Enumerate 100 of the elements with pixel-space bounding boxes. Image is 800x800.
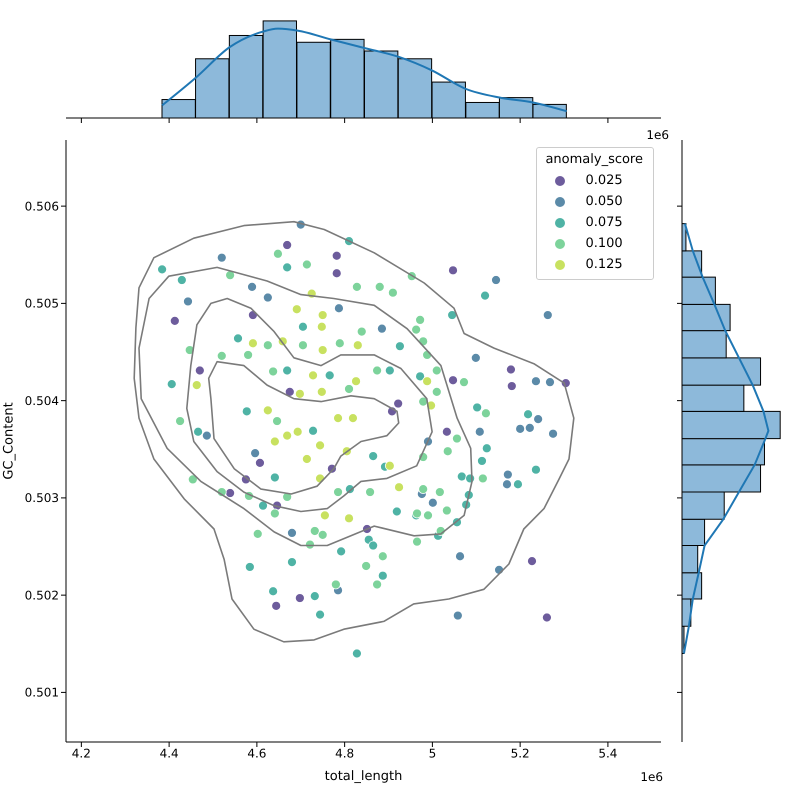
point	[316, 322, 327, 332]
point	[157, 264, 168, 274]
point	[302, 454, 312, 464]
point	[282, 366, 292, 376]
point	[243, 350, 254, 360]
x-tick-label: 4.8	[335, 746, 354, 761]
point	[271, 600, 282, 611]
point	[294, 388, 305, 399]
point	[393, 398, 404, 408]
point	[310, 591, 320, 602]
point	[258, 500, 268, 511]
point	[332, 250, 342, 261]
point	[247, 282, 257, 292]
legend-label: 0.125	[585, 257, 623, 272]
point	[506, 364, 516, 374]
point	[250, 448, 260, 458]
y-tick-label: 0.501	[24, 686, 59, 700]
point	[394, 482, 404, 492]
point	[377, 324, 387, 334]
point	[175, 416, 185, 426]
point	[422, 376, 432, 386]
point	[282, 262, 292, 272]
point	[448, 265, 458, 276]
x-tick-label: 4.2	[72, 746, 91, 761]
point	[531, 376, 541, 386]
point	[456, 472, 467, 482]
point	[480, 290, 490, 301]
y-tick-label: 0.505	[24, 296, 59, 311]
point	[298, 340, 308, 350]
point	[412, 536, 422, 547]
y-tick-label: 0.503	[24, 491, 59, 506]
point	[302, 260, 312, 270]
point	[183, 296, 193, 306]
point	[502, 479, 512, 490]
point	[351, 376, 361, 386]
point	[502, 470, 513, 480]
point	[474, 426, 485, 437]
point	[268, 586, 278, 596]
point	[442, 426, 452, 437]
point	[202, 430, 212, 441]
point	[233, 333, 243, 344]
point	[192, 380, 202, 390]
point	[348, 413, 358, 424]
point	[470, 352, 481, 363]
point	[333, 487, 343, 497]
point	[415, 315, 426, 325]
point	[242, 406, 252, 416]
point	[336, 546, 346, 556]
point	[294, 593, 305, 603]
point	[282, 430, 292, 441]
point	[472, 402, 482, 412]
point	[255, 458, 265, 468]
point	[225, 488, 236, 498]
y-tick-label: 0.506	[24, 199, 59, 214]
point	[344, 384, 354, 394]
point	[216, 252, 227, 263]
point	[533, 414, 544, 424]
point	[315, 610, 325, 620]
point	[432, 386, 442, 397]
point	[434, 487, 445, 497]
legend-label: 0.100	[585, 236, 623, 251]
point	[318, 530, 328, 540]
point	[333, 413, 343, 424]
point	[287, 528, 297, 538]
point	[491, 275, 501, 285]
point	[548, 428, 558, 439]
point	[384, 460, 395, 471]
point	[455, 551, 465, 562]
point	[315, 440, 325, 450]
point	[542, 612, 552, 622]
point	[542, 310, 553, 320]
point	[478, 474, 488, 484]
point	[523, 409, 533, 420]
y-tick-label: 0.502	[24, 588, 59, 602]
point	[432, 366, 442, 376]
point	[524, 422, 535, 433]
point	[388, 288, 398, 298]
point	[344, 513, 354, 524]
point	[356, 326, 367, 336]
legend-title: anomaly_score	[545, 152, 643, 167]
point	[481, 408, 491, 418]
point	[372, 580, 382, 590]
annotation: 1e6	[646, 128, 669, 142]
point	[368, 451, 378, 461]
point	[262, 292, 273, 302]
point	[515, 424, 526, 434]
point	[170, 316, 180, 326]
x-axis-title: total_length	[324, 769, 402, 784]
y-tick-label: 0.504	[24, 394, 59, 408]
point	[308, 370, 318, 380]
point	[513, 479, 523, 490]
point	[378, 551, 388, 562]
point	[372, 366, 382, 376]
x-tick-label: 5	[428, 746, 436, 761]
point	[248, 338, 258, 348]
point	[262, 340, 273, 350]
point	[292, 304, 302, 314]
point	[268, 366, 278, 376]
point	[352, 340, 363, 350]
point	[452, 610, 463, 620]
